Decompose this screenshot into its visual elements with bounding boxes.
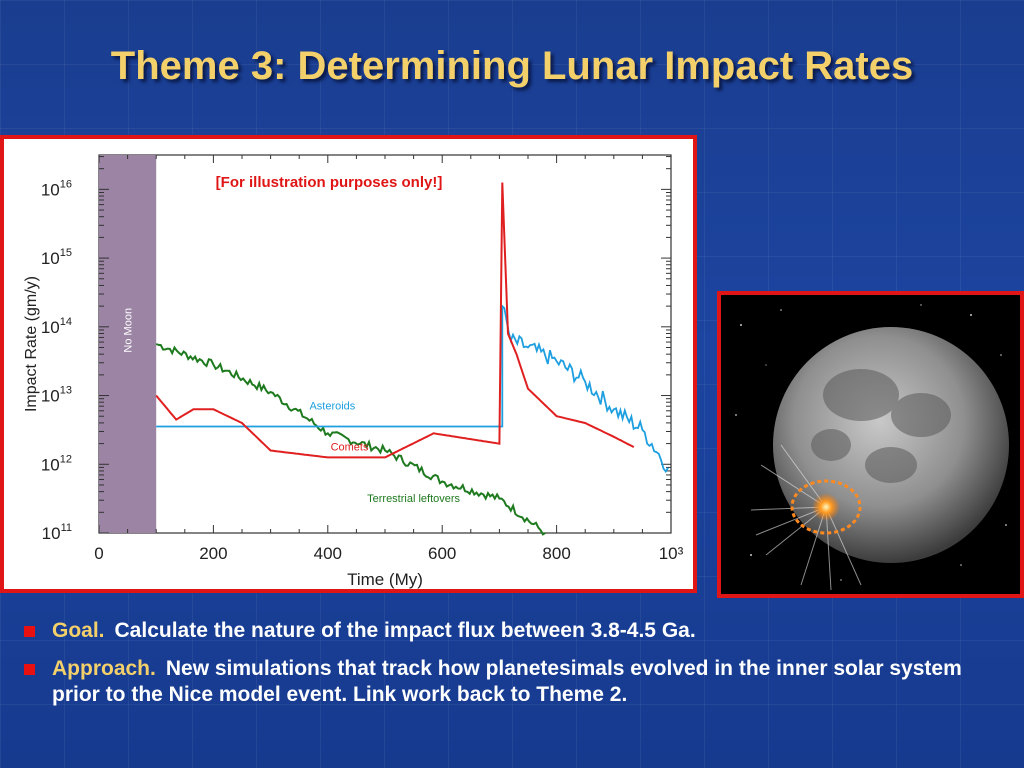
- x-tick-label: 800: [542, 544, 570, 563]
- y-tick-label: 1016: [41, 178, 72, 199]
- y-tick-label: 1012: [41, 453, 72, 474]
- bullet-lead: Approach.: [52, 657, 156, 680]
- series-line-asteroids: [156, 304, 669, 474]
- x-tick-label: 0: [94, 544, 103, 563]
- x-tick-label: 200: [199, 544, 227, 563]
- bullet-lead: Goal.: [52, 619, 105, 642]
- series-label: Asteroids: [309, 400, 355, 412]
- chart-panel: No Moon 0 200 400 600 800 10³ 1011 1012 1013 1014…: [0, 135, 697, 593]
- series-label: Terrestrial leftovers: [367, 493, 460, 505]
- bullet-goal: Goal. Calculate the nature of the impact …: [22, 618, 1012, 644]
- moon-impact-image: [717, 291, 1024, 598]
- no-moon-region: [99, 155, 157, 533]
- x-tick-label: 600: [428, 544, 456, 563]
- bullet-square-icon: [24, 664, 35, 675]
- y-axis-label: Impact Rate (gm/y): [23, 276, 40, 412]
- bullet-list: Goal. Calculate the nature of the impact …: [22, 618, 1012, 720]
- moon-illustration: [735, 304, 1009, 591]
- x-axis-label: Time (My): [347, 570, 423, 589]
- x-tick-label: 400: [314, 544, 342, 563]
- y-tick-label: 1013: [41, 385, 72, 406]
- impact-flash: [812, 493, 840, 521]
- bullet-approach: Approach. New simulations that track how …: [22, 656, 1012, 708]
- series-line-terrestrial-leftovers: [155, 343, 546, 536]
- maria: [811, 369, 951, 483]
- bullet-text: New simulations that track how planetesi…: [52, 657, 962, 706]
- y-tick-label: 1015: [41, 247, 72, 268]
- impact-rate-chart: No Moon 0 200 400 600 800 10³ 1011 1012 1013 1014…: [23, 154, 684, 589]
- series-label: Comets: [331, 442, 369, 454]
- slide-title: Theme 3: Determining Lunar Impact Rates: [110, 44, 914, 88]
- impact-ring: [790, 479, 862, 535]
- bullet-text: Calculate the nature of the impact flux …: [114, 619, 696, 642]
- plot-area: [98, 154, 672, 534]
- bullet-square-icon: [24, 626, 35, 637]
- y-tick-label: 1011: [42, 522, 72, 543]
- no-moon-label: No Moon: [123, 308, 135, 353]
- x-tick-label: 10³: [659, 544, 684, 563]
- series-line-comets: [155, 182, 635, 459]
- y-tick-label: 1014: [41, 316, 72, 337]
- illustration-note: [For illustration purposes only!]: [216, 174, 443, 191]
